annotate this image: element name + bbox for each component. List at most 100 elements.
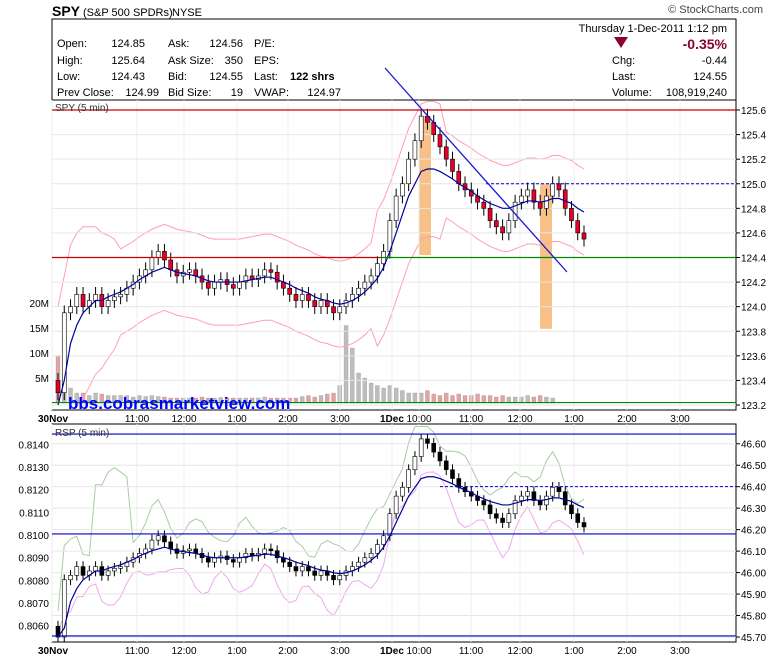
volume-bar <box>400 390 405 404</box>
volume-bar <box>381 387 386 404</box>
volume-bar <box>425 390 430 404</box>
x-tick-label: 10:00 <box>406 646 431 657</box>
rsp-candle-body <box>118 566 123 569</box>
x-tick-label: 11:00 <box>459 414 484 425</box>
last-trade-label: Last: <box>254 71 278 83</box>
candle-body <box>544 195 549 209</box>
rsp-candle-body <box>375 544 380 554</box>
volume-bar <box>538 395 543 404</box>
candle-body <box>262 269 267 277</box>
rsp-candle-body <box>400 487 405 497</box>
rsp-candle-body <box>562 491 568 506</box>
x-tick-label: 2:00 <box>617 414 637 425</box>
candle-body <box>575 220 581 234</box>
candle-body <box>162 251 167 261</box>
candle-body <box>450 158 455 172</box>
volume-bar <box>368 382 374 404</box>
candle-body <box>274 271 280 283</box>
rsp-candle-body <box>406 469 411 488</box>
spy-legend: SPY (5 min) <box>55 103 109 114</box>
rsp-right-tick-label: 46.20 <box>741 526 766 537</box>
candle-body <box>118 294 123 298</box>
rsp-price-panel: 0.8060 0.8070 0.8080 0.8090 0.8100 0.8110 0.81… <box>18 423 766 644</box>
volume-bar <box>393 387 399 404</box>
x-tick-label: 3:00 <box>330 646 350 657</box>
rsp-candle-body <box>268 548 274 552</box>
rsp-left-tick-label: 0.8100 <box>18 531 49 542</box>
spy-y-tick-label: 125.0 <box>741 180 766 191</box>
rsp-candle-body <box>544 495 549 506</box>
rsp-candle-body <box>312 570 318 576</box>
rsp-candle-body <box>168 541 174 550</box>
rsp-left-tick-label: 0.8130 <box>18 463 49 474</box>
candle-body <box>306 294 311 301</box>
watermark-text: bbs.cobrasmarketview.com <box>68 394 290 413</box>
rsp-candle-body <box>569 504 574 515</box>
low-label: Low: <box>57 71 80 83</box>
ask-size-label: Ask Size: <box>168 55 214 67</box>
spy-y-tick-label: 125.2 <box>741 155 766 166</box>
rsp-candle-body <box>149 539 155 550</box>
volume-bar <box>481 395 486 404</box>
x-tick-label: 1:00 <box>564 646 584 657</box>
candle-body <box>231 284 236 289</box>
rsp-candle-body <box>243 553 249 559</box>
rsp-moving-average-line <box>57 476 585 638</box>
volume-tick-label: 5M <box>35 374 49 385</box>
candle-body <box>362 281 368 289</box>
candle-body <box>93 294 98 301</box>
x-tick-label: 1Dec <box>380 646 404 657</box>
candle-body <box>556 183 562 191</box>
downtrend-line <box>384 67 568 273</box>
quote-header: SPY (S&P 500 SPDRs) NYSE © StockCharts.c… <box>51 3 763 101</box>
spy-y-tick-label: 123.6 <box>741 352 766 363</box>
volume-bar <box>419 392 424 404</box>
candle-body <box>368 275 374 283</box>
x-tick-label: 30Nov <box>38 646 68 657</box>
eps-label: EPS: <box>254 55 279 67</box>
rsp-candle-body <box>550 487 555 497</box>
candle-body <box>318 300 324 307</box>
spy-y-tick-label: 123.2 <box>741 401 766 412</box>
x-tick-label: 2:00 <box>278 414 298 425</box>
change-percent: -0.35% <box>683 36 728 52</box>
volume-tick-label: 20M <box>30 299 49 310</box>
volume-tick-label: 15M <box>30 324 49 335</box>
candle-body <box>112 296 117 301</box>
rsp-candle-body <box>393 495 399 515</box>
rsp-candle-body <box>61 579 67 638</box>
highlight-bar-2 <box>540 183 552 329</box>
candle-body <box>80 294 86 307</box>
candle-body <box>443 146 449 160</box>
rsp-candle-body <box>494 513 499 519</box>
volume-label: Volume: <box>612 87 652 99</box>
last-trade-value: 122 shrs <box>290 71 335 83</box>
volume-bar <box>487 395 493 404</box>
datetime: Thursday 1-Dec-2011 1:12 pm <box>579 23 727 35</box>
rsp-left-tick-label: 0.8090 <box>18 554 49 565</box>
stockcharts-credit: © StockCharts.com <box>668 4 763 16</box>
rsp-candle-body <box>274 550 280 559</box>
x-tick-label: 10:00 <box>406 414 431 425</box>
chg-value: -0.44 <box>702 55 727 67</box>
candle-body <box>68 306 73 314</box>
highlight-bar-1 <box>419 116 431 256</box>
rsp-candle-body <box>80 566 86 576</box>
symbol: SPY <box>52 3 81 19</box>
rsp-right-tick-label: 45.80 <box>741 612 766 623</box>
rsp-candle-body <box>293 566 299 572</box>
candle-body <box>437 134 443 148</box>
rsp-legend: RSP (5 min) <box>55 428 109 439</box>
rsp-candle-body <box>519 495 524 501</box>
x-tick-label: 1:00 <box>227 414 247 425</box>
rsp-candle-body <box>537 500 543 506</box>
candle-body <box>481 201 487 209</box>
ask-label: Ask: <box>168 38 189 50</box>
candle-body <box>193 269 199 277</box>
last-value: 124.55 <box>693 71 727 83</box>
rsp-candle-body <box>306 566 311 572</box>
rsp-candle-body <box>425 438 430 444</box>
x-tick-label: 11:00 <box>125 414 150 425</box>
volume-bar <box>406 392 411 404</box>
volume-bar <box>387 385 393 404</box>
